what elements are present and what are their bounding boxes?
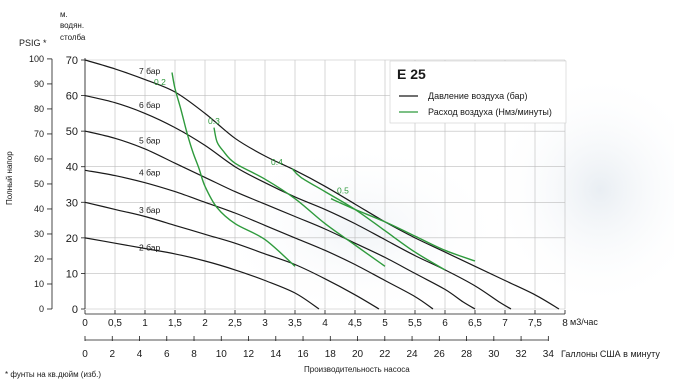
pressure-curve-label: 6 бар [139, 100, 160, 110]
bottom-gpm-tick-label: 18 [325, 349, 337, 360]
bottom-m3h-tick-label: 3,5 [288, 318, 302, 329]
left-inner-tick-label: 50 [66, 126, 78, 138]
bottom-m3h-tick-label: 0,5 [108, 318, 122, 329]
pressure-curve-label: 3 бар [139, 205, 160, 215]
air-curve-label: 0.2 [154, 77, 166, 87]
bottom-gpm-tick-label: 32 [516, 349, 528, 360]
water-column-unit-line-3: столба [60, 33, 86, 42]
footnote: * фунты на кв.дюйм (изб.) [5, 370, 101, 379]
left-outer-tick-label: 10 [34, 279, 44, 289]
m3h-unit-label: м3/час [570, 317, 598, 327]
legend-title: E 25 [397, 66, 426, 82]
water-column-unit-line-2: водян. [60, 21, 84, 30]
bottom-gpm-tick-label: 20 [352, 349, 364, 360]
pressure-curve-label: 5 бар [139, 136, 160, 146]
legend-box: E 25 Давление воздуха (бар) Расход возду… [389, 60, 567, 124]
air-curve-1 [171, 72, 296, 267]
bottom-m3h-tick-label: 7,5 [528, 318, 542, 329]
bottom-gpm-tick-label: 4 [137, 349, 143, 360]
x-axis-title: Производительность насоса [304, 365, 410, 374]
bottom-m3h-tick-label: 0 [82, 318, 88, 329]
bottom-m3h-tick-label: 5 [382, 318, 388, 329]
left-outer-tick-label: 80 [34, 104, 44, 114]
bottom-gpm-tick-label: 0 [82, 349, 88, 360]
pressure-curve-2 [84, 95, 512, 310]
pressure-curve-3 [84, 130, 476, 310]
pressure-curve-4 [84, 169, 434, 310]
air-flow-curves [171, 72, 476, 271]
left-outer-tick-label: 40 [34, 204, 44, 214]
air-curve-label: 0.5 [337, 185, 349, 195]
bottom-m3h-tick-label: 4,5 [348, 318, 362, 329]
pressure-curve-label: 4 бар [139, 168, 160, 178]
bottom-m3h-tick-label: 6,5 [468, 318, 482, 329]
bottom-m3h-tick-label: 5,5 [408, 318, 422, 329]
bottom-m3h-tick-label: 8 [562, 318, 568, 329]
left-inner-tick-label: 70 [66, 55, 78, 67]
psig-unit-label: PSIG * [19, 38, 47, 48]
bottom-m3h-tick-label: 1 [142, 318, 148, 329]
left-inner-tick-label: 20 [66, 233, 78, 245]
curve-labels: 7 бар 6 бар 5 бар 4 бар 3 бар 2 бар 0.2 0.3 0.4 0… [139, 66, 349, 252]
legend-air-label: Расход воздуха (Нмз/минуты) [428, 107, 552, 117]
left-outer-tick-label: 100 [29, 54, 44, 64]
pressure-curve-1 [84, 59, 560, 310]
bottom-m3h-tick-label: 7 [502, 318, 508, 329]
pressure-curves [84, 59, 560, 310]
left-inner-tick-label: 0 [72, 304, 78, 316]
bottom-gpm-tick-label: 26 [434, 349, 446, 360]
y-axis-title: Полный напор [5, 151, 14, 205]
bottom-gpm-tick-label: 10 [216, 349, 228, 360]
air-curve-4 [330, 198, 476, 262]
left-outer-tick-label: 60 [34, 154, 44, 164]
air-curve-2 [213, 127, 386, 267]
bottom-gpm-tick-label: 8 [191, 349, 197, 360]
left-inner-tick-label: 40 [66, 162, 78, 174]
left-outer-tick-label: 90 [34, 79, 44, 89]
left-inner-tick-label: 10 [66, 268, 78, 280]
bottom-gpm-tick-label: 22 [379, 349, 391, 360]
bottom-gpm-tick-label: 28 [461, 349, 473, 360]
gpm-unit-label: Галлоны США в минуту [561, 349, 660, 359]
left-outer-tick-label: 30 [34, 229, 44, 239]
pressure-curve-label: 2 бар [139, 242, 160, 252]
left-outer-tick-label: 70 [34, 129, 44, 139]
legend-pressure-label: Давление воздуха (бар) [428, 91, 528, 101]
bottom-m3h-tick-label: 4 [322, 318, 328, 329]
bottom-m3h-tick-label: 2 [202, 318, 208, 329]
bottom-m3h-tick-label: 1,5 [168, 318, 182, 329]
bottom-gpm-tick-label: 30 [488, 349, 500, 360]
bottom-m3h-tick-label: 2,5 [228, 318, 242, 329]
pressure-curve-5 [84, 201, 380, 310]
pressure-curve-label: 7 бар [139, 66, 160, 76]
water-column-unit-line-1: м. [60, 10, 68, 19]
left-outer-tick-label: 20 [34, 254, 44, 264]
bottom-m3h-tick-label: 3 [262, 318, 268, 329]
bottom-gpm-tick-label: 24 [406, 349, 418, 360]
left-outer-tick-label: 50 [34, 179, 44, 189]
bottom-gpm-tick-label: 2 [109, 349, 115, 360]
left-inner-tick-label: 60 [66, 91, 78, 103]
air-curve-label: 0.4 [271, 157, 283, 167]
bottom-gpm-tick-label: 34 [543, 349, 555, 360]
bottom-m3h-tick-label: 6 [442, 318, 448, 329]
left-inner-tick-label: 30 [66, 197, 78, 209]
bottom-gpm-tick-label: 6 [164, 349, 170, 360]
bottom-gpm-tick-label: 14 [270, 349, 282, 360]
air-curve-label: 0.3 [208, 116, 220, 126]
left-outer-tick-label: 0 [39, 304, 44, 314]
pressure-curve-6 [84, 237, 320, 310]
bottom-gpm-tick-label: 12 [243, 349, 255, 360]
bottom-gpm-tick-label: 16 [297, 349, 309, 360]
